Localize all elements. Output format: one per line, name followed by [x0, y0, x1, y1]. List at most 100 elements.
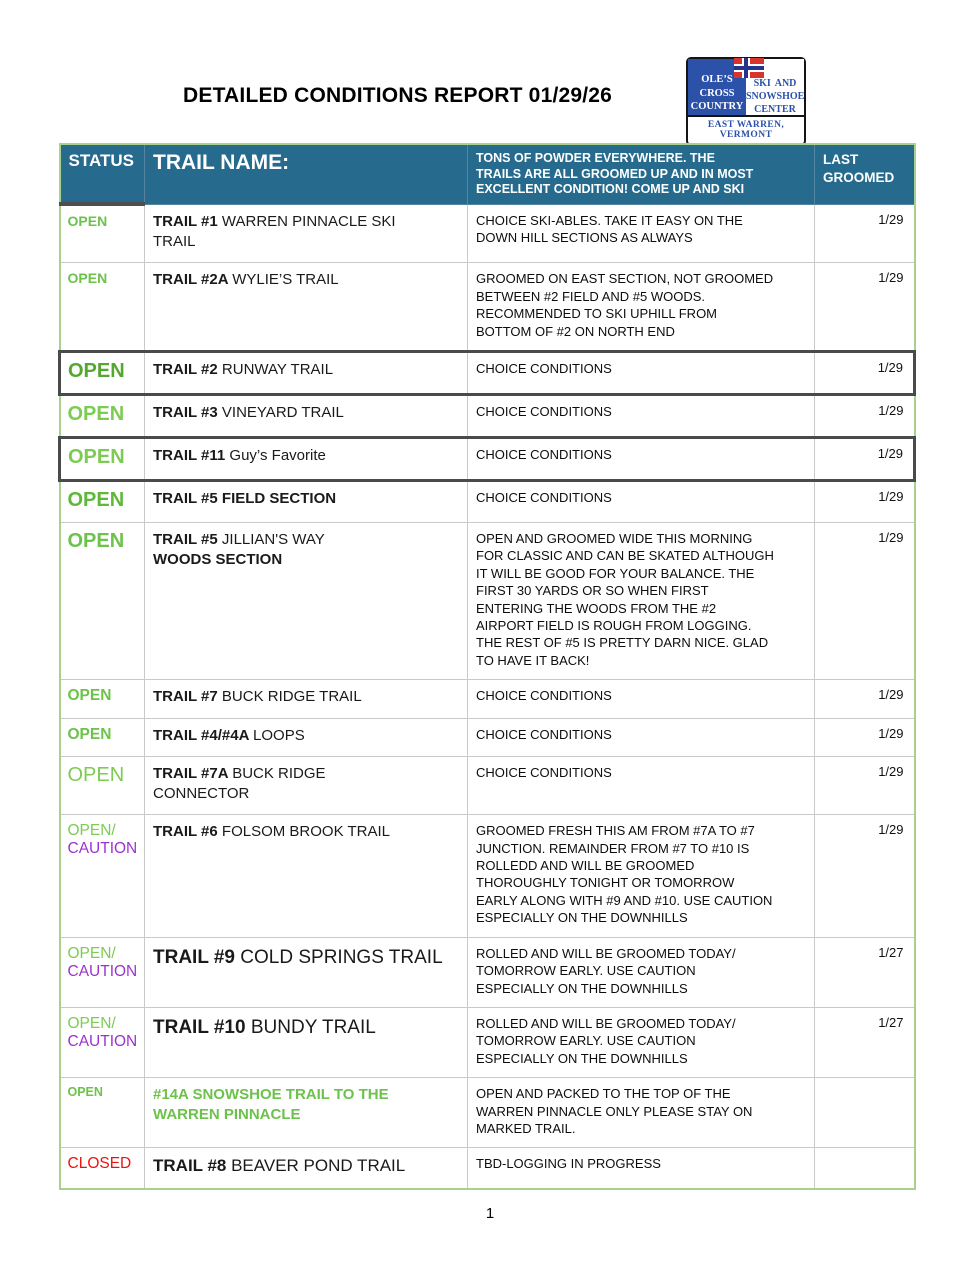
- last-groomed-date: 1/29: [878, 725, 904, 741]
- conditions-comment: CHOICE CONDITIONS: [476, 404, 612, 419]
- trail-name-cell: TRAIL #8 BEAVER POND TRAIL: [144, 1147, 468, 1190]
- conditions-comment: ROLLED AND WILL BE GROOMED TODAY/ TOMORR…: [476, 1015, 736, 1066]
- trail-name: TRAIL #11 Guy’s Favorite: [153, 447, 326, 464]
- trail-name-cell: TRAIL #6 FOLSOM BROOK TRAIL: [144, 814, 468, 938]
- last-groomed-cell: 1/29: [814, 755, 915, 816]
- table-row: CLOSED TRAIL #8 BEAVER POND TRAIL TBD-LOGG…: [59, 1147, 915, 1190]
- table-row: OPEN #14A SNOWSHOE TRAIL TO THE WARREN PIN…: [59, 1077, 915, 1149]
- trail-name-cell: TRAIL #5 JILLIAN'S WAY WOODS SECTION: [144, 521, 468, 681]
- conditions-comment-cell: CHOICE CONDITIONS: [467, 679, 815, 719]
- status-cell: OPEN: [58, 436, 145, 482]
- status-badge: OPEN: [67, 213, 108, 230]
- status-badge: OPEN: [67, 403, 125, 425]
- table-row: OPEN/CAUTION TRAIL #9 COLD SPRINGS TRAIL R…: [59, 936, 915, 1008]
- trail-name: TRAIL #9 COLD SPRINGS TRAIL: [153, 946, 443, 968]
- logo-text-line: CROSS: [699, 87, 735, 99]
- status-cell: OPEN: [59, 480, 145, 523]
- status-badge: OPEN: [67, 270, 108, 287]
- last-groomed-cell: 1/29: [814, 262, 915, 352]
- last-groomed-cell: 1/29: [814, 394, 915, 438]
- conditions-comment: CHOICE CONDITIONS: [476, 361, 612, 376]
- trail-name: TRAIL #8 BEAVER POND TRAIL: [153, 1156, 406, 1176]
- trail-name-cell: TRAIL #10 BUNDY TRAIL: [144, 1006, 468, 1079]
- status-badge: OPEN: [68, 446, 125, 468]
- trail-name: TRAIL #4/#4A LOOPS: [153, 726, 305, 744]
- logo-text-line: COUNTRY: [690, 101, 744, 113]
- status-cell: OPEN: [59, 521, 145, 681]
- status-cell: OPEN: [59, 394, 145, 438]
- status-cell: CLOSED: [59, 1147, 145, 1190]
- last-groomed-cell: 1/29: [814, 480, 915, 523]
- trail-name: TRAIL #7 BUCK RIDGE TRAIL: [153, 688, 362, 706]
- trail-name-cell: TRAIL #3 VINEYARD TRAIL: [144, 394, 468, 438]
- table-row: OPEN TRAIL #2 RUNWAY TRAIL CHOICE CONDITIO…: [58, 350, 916, 396]
- trail-name-cell: TRAIL #2 RUNWAY TRAIL: [144, 350, 468, 396]
- conditions-comment: CHOICE CONDITIONS: [476, 726, 612, 742]
- table-row: OPEN TRAIL #5 FIELD SECTION CHOICE CONDITI…: [59, 480, 915, 523]
- status-badge: OPEN: [67, 687, 112, 705]
- trail-name-cell: TRAIL #5 FIELD SECTION: [144, 480, 468, 523]
- conditions-comment-cell: TBD-LOGGING IN PROGRESS: [467, 1147, 815, 1190]
- status-cell: OPEN: [59, 755, 145, 816]
- conditions-comment: OPEN AND GROOMED WIDE THIS MORNING FOR C…: [476, 531, 774, 668]
- last-groomed-cell: 1/27: [814, 1006, 915, 1079]
- conditions-comment: CHOICE SKI-ABLES. TAKE IT EASY ON THE DO…: [476, 212, 743, 246]
- conditions-comment: CHOICE CONDITIONS: [476, 688, 612, 704]
- logo-text-line: SKI AND: [753, 78, 797, 89]
- trail-name-cell: TRAIL #4/#4A LOOPS: [144, 717, 468, 757]
- status-cell: OPEN: [59, 262, 145, 352]
- status-badge: OPEN/CAUTION: [67, 944, 138, 980]
- conditions-comment-cell: CHOICE CONDITIONS: [467, 717, 815, 757]
- conditions-comment-cell: CHOICE CONDITIONS: [467, 436, 815, 482]
- status-badge: OPEN: [67, 530, 125, 552]
- trail-name-cell: TRAIL #1 WARREN PINNACLE SKI TRAIL: [144, 203, 468, 264]
- status-badge: CLOSED: [67, 1155, 132, 1173]
- conditions-comment: TBD-LOGGING IN PROGRESS: [476, 1156, 661, 1172]
- status-badge: OPEN/CAUTION: [67, 822, 138, 858]
- logo-text-line: SNOWSHOE: [746, 91, 805, 102]
- conditions-comment: CHOICE CONDITIONS: [476, 447, 612, 462]
- last-groomed-date: 1/29: [878, 403, 904, 418]
- trail-name: TRAIL #2A WYLIE’S TRAIL: [153, 271, 339, 289]
- conditions-comment: CHOICE CONDITIONS: [476, 490, 612, 505]
- trail-name: TRAIL #7A BUCK RIDGE CONNECTOR: [153, 764, 326, 802]
- trail-name-cell: TRAIL #9 COLD SPRINGS TRAIL: [144, 936, 468, 1008]
- last-groomed-cell: 1/29: [814, 350, 916, 396]
- status-cell: OPEN: [59, 679, 145, 719]
- col-header-last-groomed: LAST GROOMED: [814, 143, 915, 205]
- last-groomed-cell: 1/29: [814, 521, 915, 681]
- trail-name: TRAIL #6 FOLSOM BROOK TRAIL: [153, 823, 390, 841]
- trail-name-cell: TRAIL #11 Guy’s Favorite: [144, 436, 468, 482]
- trail-table-body: OPEN TRAIL #1 WARREN PINNACLE SKI TRAIL CHO…: [58, 203, 916, 1190]
- last-groomed-cell: 1/29: [814, 436, 916, 482]
- table-row: OPEN/CAUTION TRAIL #6 FOLSOM BROOK TRAIL G…: [59, 814, 915, 938]
- status-cell: OPEN: [59, 203, 145, 264]
- table-row: OPEN TRAIL #1 WARREN PINNACLE SKI TRAIL CHO…: [59, 203, 915, 264]
- last-groomed-cell: [814, 1077, 915, 1149]
- trail-name: TRAIL #3 VINEYARD TRAIL: [153, 404, 344, 421]
- trail-name: TRAIL #10 BUNDY TRAIL: [153, 1016, 376, 1038]
- trail-name-cell: TRAIL #7 BUCK RIDGE TRAIL: [144, 679, 468, 719]
- status-cell: OPEN/CAUTION: [59, 936, 145, 1008]
- conditions-comment-cell: CHOICE CONDITIONS: [467, 755, 815, 816]
- status-badge: OPEN: [67, 725, 112, 743]
- conditions-comment-cell: ROLLED AND WILL BE GROOMED TODAY/ TOMORR…: [467, 936, 815, 1008]
- last-groomed-cell: 1/29: [814, 203, 915, 264]
- last-groomed-date: 1/29: [878, 687, 904, 703]
- trail-name-cell: TRAIL #7A BUCK RIDGE CONNECTOR: [144, 755, 468, 816]
- logo-text-line: CENTER: [754, 104, 796, 115]
- conditions-comment: ROLLED AND WILL BE GROOMED TODAY/ TOMORR…: [476, 945, 736, 996]
- conditions-comment-cell: CHOICE CONDITIONS: [467, 350, 815, 396]
- table-row: OPEN TRAIL #4/#4A LOOPS CHOICE CONDITIONS 1…: [59, 717, 915, 757]
- table-row: OPEN/CAUTION TRAIL #10 BUNDY TRAIL ROLLED …: [59, 1006, 915, 1079]
- last-groomed-cell: 1/29: [814, 814, 915, 938]
- last-groomed-date: 1/29: [878, 763, 904, 779]
- status-cell: OPEN: [58, 350, 145, 396]
- last-groomed-date: 1/29: [877, 446, 903, 461]
- conditions-comment-cell: CHOICE CONDITIONS: [467, 394, 815, 438]
- table-row: OPEN TRAIL #7A BUCK RIDGE CONNECTOR CHOICE …: [59, 755, 915, 816]
- trail-name-cell: TRAIL #2A WYLIE’S TRAIL: [144, 262, 468, 352]
- table-row: OPEN TRAIL #11 Guy’s Favorite CHOICE CONDI…: [58, 436, 916, 482]
- conditions-comment-cell: CHOICE CONDITIONS: [467, 480, 815, 523]
- trail-name: TRAIL #5 FIELD SECTION: [153, 490, 337, 507]
